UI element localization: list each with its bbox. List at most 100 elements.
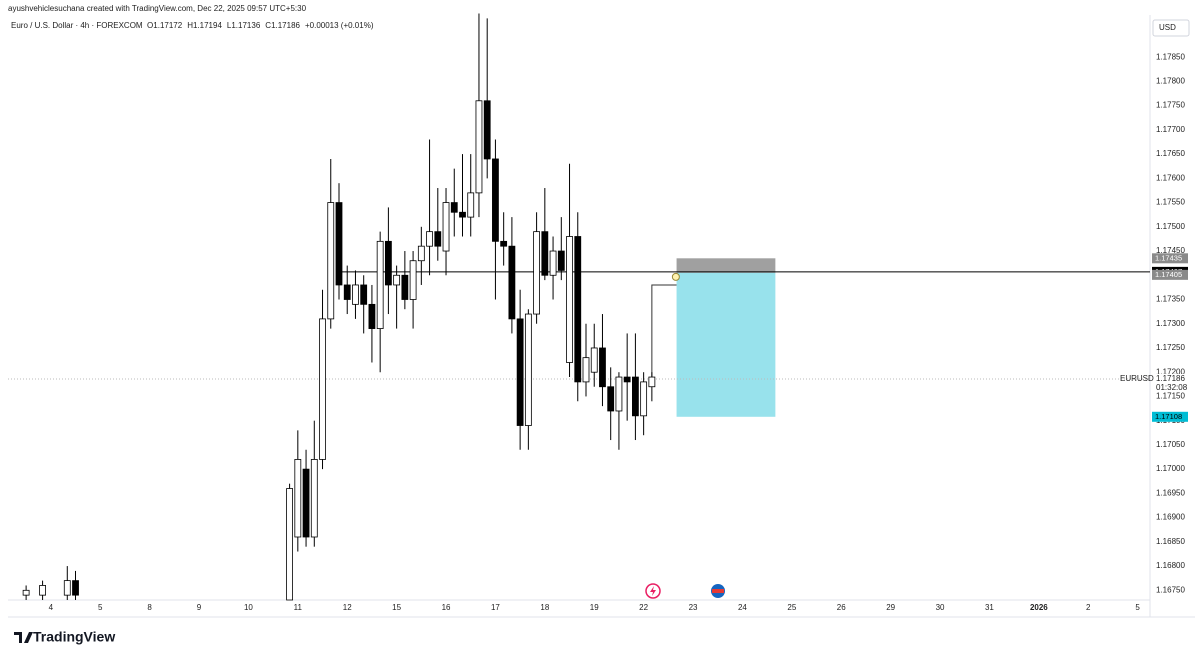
y-tick-label: 1.17750 — [1156, 101, 1185, 110]
x-tick-label: 29 — [886, 603, 895, 612]
candle-body — [302, 468, 310, 538]
last-price-bg — [1152, 373, 1188, 390]
x-tick-label: 4 — [49, 603, 54, 612]
candle-body — [492, 158, 499, 242]
y-tick-label: 1.16850 — [1156, 537, 1185, 546]
y-tick-label: 1.17350 — [1156, 295, 1185, 304]
attribution: ayushvehiclesuchana created with Trading… — [8, 4, 307, 13]
candle-body — [590, 347, 598, 373]
y-tick-label: 1.17250 — [1156, 343, 1185, 352]
candle-body — [434, 231, 442, 247]
candle-body — [319, 318, 326, 460]
candle-body — [393, 274, 401, 286]
candle-body — [524, 313, 532, 426]
y-tick-label: 1.17000 — [1156, 464, 1185, 473]
candle-body — [582, 357, 590, 383]
candle-body — [500, 240, 508, 247]
plot: 1.16750 1.16800 1.16850 1.16900 1.16950 1.170… — [8, 13, 1188, 612]
legend: Euro / U.S. Dollar · 4h · FOREXCOM O1.17… — [11, 21, 373, 30]
candle-body — [632, 376, 639, 417]
target-tag: 1.17108 — [1155, 412, 1182, 421]
x-tick-label: 23 — [689, 603, 698, 612]
y-tick-label: 1.17050 — [1156, 440, 1185, 449]
x-tick-label: 2 — [1086, 603, 1091, 612]
y-tick-label: 1.17550 — [1156, 198, 1185, 207]
candle-body — [360, 284, 368, 305]
stop-zone — [676, 258, 776, 273]
event-icon-bolt — [650, 586, 656, 596]
candle-body — [623, 376, 631, 383]
candle-body — [648, 376, 656, 388]
candle-body — [459, 211, 466, 218]
currency-box[interactable] — [1152, 19, 1190, 37]
candle-body — [467, 192, 475, 218]
legend-item: 1.17136 — [231, 21, 261, 30]
symbol-label: EURUSD — [1120, 374, 1154, 383]
candle-body — [368, 303, 376, 329]
x-tick-label: 26 — [837, 603, 846, 612]
logo-mark — [14, 632, 33, 643]
candle-body — [450, 202, 458, 213]
candle-body — [327, 202, 335, 320]
candle-body — [426, 231, 433, 247]
x-tick-label: 10 — [244, 603, 253, 612]
last-price: 1.17186 — [1156, 374, 1185, 383]
target-tag-bg — [1152, 411, 1188, 422]
legend-item: +0.00013 (+0.01%) — [304, 21, 374, 30]
candle-body — [335, 202, 343, 286]
candle-body — [409, 260, 417, 300]
y-tick-label: 1.16950 — [1156, 488, 1185, 497]
candle-body — [607, 386, 615, 412]
stop-tag-bg — [1152, 253, 1188, 264]
y-tick-label: 1.17650 — [1156, 149, 1185, 158]
candle-body — [417, 245, 425, 262]
y-tick-label: 1.16800 — [1156, 561, 1185, 570]
y-tick-label: 1.17450 — [1156, 246, 1185, 255]
candle-body — [508, 245, 516, 320]
x-tick-label: 22 — [639, 603, 648, 612]
y-tick-label: 1.17700 — [1156, 125, 1185, 134]
x-tick-label: 12 — [343, 603, 352, 612]
candle-body — [22, 589, 30, 596]
y-tick-label: 1.17800 — [1156, 77, 1185, 86]
candle-body — [475, 100, 483, 194]
y-tick-label: 1.16750 — [1156, 585, 1185, 594]
target-zone — [676, 272, 776, 417]
candle-body — [39, 585, 46, 596]
y-tick-label: 1.16900 — [1156, 513, 1185, 522]
trend-drawing — [651, 284, 677, 378]
y-tick-label: 1.17500 — [1156, 222, 1185, 231]
countdown: 01:32:08 — [1156, 383, 1188, 392]
y-tick-label: 1.17300 — [1156, 319, 1185, 328]
candle-body — [343, 284, 351, 300]
candle-body — [566, 236, 573, 363]
stop-tag: 1.17435 — [1155, 253, 1182, 262]
candle-body — [599, 347, 606, 388]
x-tick-label: 5 — [98, 603, 103, 612]
y-tick-label: 1.17150 — [1156, 392, 1185, 401]
x-tick-label: 19 — [590, 603, 599, 612]
x-tick-label: 11 — [294, 603, 303, 612]
legend-title: Euro / U.S. Dollar · 4h · FOREXCOM — [11, 21, 143, 30]
candle-body — [516, 318, 524, 426]
legend-item: 1.17186 — [271, 21, 300, 30]
alert-icon — [671, 272, 680, 281]
x-tick-label: 16 — [442, 603, 451, 612]
x-tick-label: 5 — [1135, 603, 1140, 612]
candle-body — [352, 284, 359, 305]
x-tick-label: 8 — [147, 603, 152, 612]
legend-item: C — [265, 21, 272, 30]
legend-item: 1.17172 — [153, 21, 183, 30]
x-tick-label: 18 — [540, 603, 549, 612]
candle-body — [294, 459, 302, 538]
x-tick-label: 9 — [197, 603, 202, 612]
x-tick-label: 17 — [491, 603, 500, 612]
y-tick-label: 1.17600 — [1156, 173, 1185, 182]
candle-body — [384, 240, 392, 286]
candle-body — [376, 240, 384, 329]
x-tick-label: 2026 — [1030, 603, 1048, 612]
x-tick-label: 30 — [936, 603, 945, 612]
candle-body — [401, 274, 409, 300]
flag-stripe — [712, 589, 724, 593]
